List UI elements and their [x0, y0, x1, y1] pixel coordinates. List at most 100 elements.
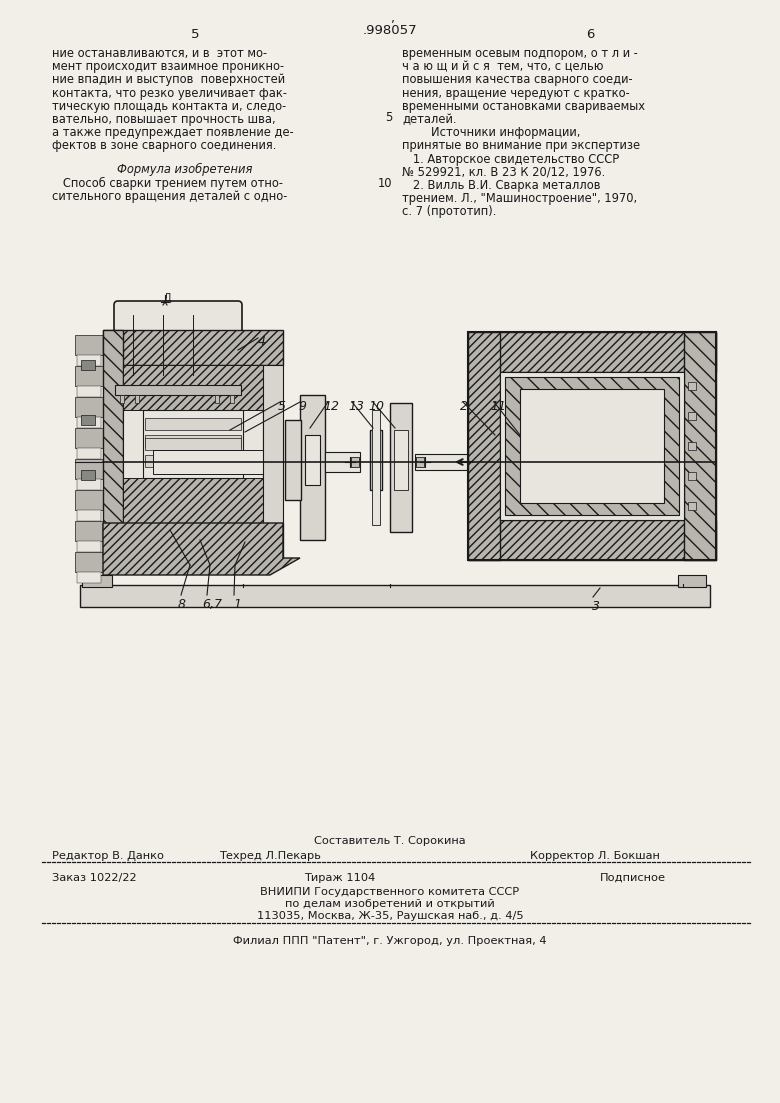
- Bar: [77, 448, 101, 459]
- Text: тическую площадь контакта и, следо-: тическую площадь контакта и, следо-: [52, 99, 286, 113]
- Text: 113035, Москва, Ж-35, Раушская наб., д. 4/5: 113035, Москва, Ж-35, Раушская наб., д. …: [257, 911, 523, 921]
- Text: ч а ю щ и й с я  тем, что, с целью: ч а ю щ и й с я тем, что, с целью: [402, 61, 604, 73]
- Bar: [75, 366, 103, 386]
- Text: ние впадин и выступов  поверхностей: ние впадин и выступов поверхностей: [52, 74, 285, 86]
- Text: контакта, что резко увеличивает фак-: контакта, что резко увеличивает фак-: [52, 87, 287, 99]
- Text: Подписное: Подписное: [600, 872, 666, 884]
- Text: 2: 2: [460, 400, 468, 413]
- Text: Корректор Л. Бокшан: Корректор Л. Бокшан: [530, 852, 660, 861]
- Bar: [688, 413, 696, 420]
- Bar: [505, 377, 679, 515]
- Text: вательно, повышает прочность шва,: вательно, повышает прочность шва,: [52, 113, 275, 126]
- Text: а также предупреждает появление де-: а также предупреждает появление де-: [52, 126, 294, 139]
- Bar: [81, 360, 95, 370]
- Text: Филиал ППП "Патент", г. Ужгород, ул. Проектная, 4: Филиал ППП "Патент", г. Ужгород, ул. Про…: [233, 936, 547, 946]
- Text: 1: 1: [233, 598, 241, 611]
- Bar: [75, 552, 103, 572]
- Bar: [678, 575, 706, 587]
- Bar: [145, 418, 241, 430]
- Text: сительного вращения деталей с одно-: сительного вращения деталей с одно-: [52, 190, 287, 203]
- Bar: [75, 490, 103, 510]
- Bar: [300, 395, 325, 540]
- Text: временным осевым подпором, о т л и -: временным осевым подпором, о т л и -: [402, 47, 638, 60]
- Bar: [215, 395, 219, 403]
- Bar: [230, 395, 234, 403]
- Text: 1. Авторское свидетельство СССР: 1. Авторское свидетельство СССР: [402, 152, 619, 165]
- Bar: [415, 454, 470, 470]
- Bar: [468, 332, 500, 560]
- Text: Формула изобретения: Формула изобретения: [117, 162, 253, 175]
- Text: Источники информации,: Источники информации,: [402, 126, 580, 139]
- Bar: [370, 430, 382, 490]
- Text: 6,7: 6,7: [202, 598, 222, 611]
- FancyBboxPatch shape: [114, 301, 242, 389]
- Bar: [263, 365, 283, 523]
- Bar: [390, 403, 412, 532]
- Bar: [520, 389, 664, 503]
- Text: принятые во внимание при экспертизе: принятые во внимание при экспертизе: [402, 139, 640, 152]
- Text: 10: 10: [378, 176, 392, 190]
- Text: 3: 3: [592, 600, 600, 613]
- Text: деталей.: деталей.: [402, 113, 456, 126]
- Text: Редактор В. Данко: Редактор В. Данко: [52, 852, 164, 861]
- Text: 8: 8: [178, 598, 186, 611]
- Bar: [120, 395, 124, 403]
- Bar: [77, 417, 101, 428]
- Text: Способ сварки трением путем отно-: Способ сварки трением путем отно-: [52, 176, 283, 190]
- Text: фектов в зоне сварного соединения.: фектов в зоне сварного соединения.: [52, 139, 276, 152]
- Bar: [372, 410, 380, 525]
- Bar: [394, 430, 408, 490]
- Text: 4: 4: [258, 335, 266, 349]
- Bar: [115, 385, 241, 395]
- Bar: [325, 452, 360, 472]
- Bar: [103, 330, 283, 365]
- Bar: [145, 438, 241, 450]
- Bar: [688, 442, 696, 450]
- Text: Техред Л.Пекарь: Техред Л.Пекарь: [219, 852, 321, 861]
- Bar: [123, 365, 263, 523]
- Text: 11: 11: [490, 400, 506, 413]
- Bar: [77, 510, 101, 521]
- Bar: [82, 575, 112, 587]
- Bar: [75, 459, 103, 479]
- Bar: [103, 330, 123, 558]
- Bar: [77, 479, 101, 490]
- Text: 9: 9: [298, 400, 306, 413]
- Bar: [80, 585, 710, 607]
- Text: повышения качества сварного соеди-: повышения качества сварного соеди-: [402, 74, 633, 86]
- Bar: [81, 415, 95, 425]
- Bar: [75, 397, 103, 417]
- Bar: [77, 386, 101, 397]
- Text: 2. Вилль В.И. Сварка металлов: 2. Вилль В.И. Сварка металлов: [402, 179, 601, 192]
- Text: нения, вращение чередуют с кратко-: нения, вращение чередуют с кратко-: [402, 87, 629, 99]
- Bar: [153, 450, 273, 474]
- Bar: [77, 572, 101, 583]
- Bar: [305, 435, 320, 485]
- Text: Д: Д: [163, 293, 171, 303]
- Text: временными остановками свариваемых: временными остановками свариваемых: [402, 99, 645, 113]
- Text: .998057: .998057: [363, 24, 417, 38]
- Bar: [77, 540, 101, 552]
- Text: ВНИИПИ Государственного комитета СССР: ВНИИПИ Государственного комитета СССР: [261, 887, 519, 897]
- Bar: [468, 332, 716, 560]
- Text: 5: 5: [278, 400, 286, 413]
- Text: трением. Л., "Машиностроение", 1970,: трением. Л., "Машиностроение", 1970,: [402, 192, 637, 205]
- Bar: [351, 457, 359, 467]
- Bar: [143, 410, 243, 478]
- Bar: [123, 478, 263, 523]
- Bar: [81, 470, 95, 480]
- Text: № 529921, кл. В 23 К 20/12, 1976.: № 529921, кл. В 23 К 20/12, 1976.: [402, 165, 605, 179]
- Bar: [468, 332, 716, 372]
- Bar: [688, 382, 696, 390]
- Bar: [500, 372, 684, 520]
- Bar: [77, 355, 101, 366]
- Text: Заказ 1022/22: Заказ 1022/22: [52, 872, 136, 884]
- Text: с. 7 (прототип).: с. 7 (прототип).: [402, 205, 496, 218]
- Text: Тираж 1104: Тираж 1104: [304, 872, 376, 884]
- Text: 5: 5: [385, 111, 392, 124]
- Text: 10: 10: [368, 400, 384, 413]
- Bar: [75, 521, 103, 540]
- Text: по делам изобретений и открытий: по делам изобретений и открытий: [285, 899, 495, 909]
- Bar: [688, 502, 696, 510]
- Bar: [416, 457, 424, 467]
